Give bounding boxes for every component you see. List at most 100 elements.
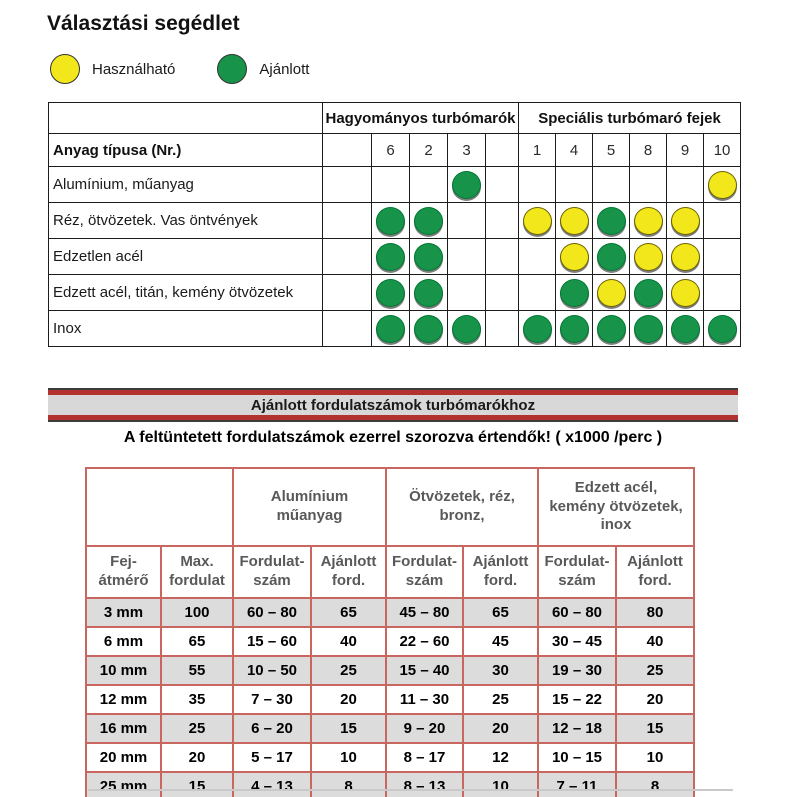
material-group-header-3: Edzett acél, kemény ötvözetek, inox	[536, 467, 696, 547]
legend-item-recommended: Ajánlott	[217, 54, 309, 84]
legend-item-usable: Használható	[50, 54, 175, 84]
banner-bottom-edge	[48, 420, 738, 422]
speed-cell: 30 – 45	[537, 626, 617, 657]
matrix-cell-5	[592, 274, 631, 311]
speed-cell: 25	[310, 655, 387, 686]
matrix-cell-3	[447, 274, 486, 311]
speed-material-groups-row: Alumínium műanyag Ötvözetek, réz, bronz, E…	[85, 467, 696, 547]
matrix-cell-8	[629, 274, 668, 311]
speed-column-header: Fordulat- szám	[537, 545, 617, 599]
speed-cell: 7 – 30	[232, 684, 312, 715]
usable-dot-icon	[670, 242, 700, 271]
separator-cell	[322, 310, 372, 347]
separator-cell	[484, 274, 520, 311]
speed-cell: 65	[310, 597, 387, 628]
multiplier-note: A feltüntetett fordulatszámok ezerrel sz…	[123, 429, 663, 446]
usable-dot-icon	[559, 206, 589, 235]
usable-dot-icon	[670, 206, 700, 235]
recommended-dot-icon	[633, 314, 663, 343]
matrix-cell-1	[518, 166, 557, 203]
speed-cell: 15 – 60	[232, 626, 312, 657]
speed-cell: 60 – 80	[537, 597, 617, 628]
matrix-cell-6	[371, 202, 410, 239]
speed-cell: 10 – 15	[537, 742, 617, 773]
speed-cell: 8 – 13	[385, 771, 464, 797]
speed-row: 3 mm 100 60 – 80 65 45 – 80 65 60 – 80 80	[85, 597, 696, 628]
matrix-cell-1	[518, 238, 557, 275]
speed-cell: 10	[462, 771, 539, 797]
speed-cell: 6 mm	[85, 626, 162, 657]
column-number-6: 6	[371, 133, 410, 167]
matrix-cell-3	[447, 166, 486, 203]
matrix-cell-4	[555, 166, 594, 203]
speed-cell: 10	[310, 742, 387, 773]
banner-title: Ajánlott fordulatszámok turbómarókhoz	[48, 395, 738, 415]
material-label: Réz, ötvözetek. Vas öntvények	[48, 202, 323, 239]
matrix-row: Edzetlen acél	[48, 238, 742, 275]
legend-label-usable: Használható	[92, 60, 176, 78]
speed-cell: 9 – 20	[385, 713, 464, 744]
separator-cell	[322, 166, 372, 203]
speed-column-header: Fordulat- szám	[232, 545, 312, 599]
matrix-cell-9	[666, 202, 705, 239]
speed-cell: 12 – 18	[537, 713, 617, 744]
recommended-dot-icon	[414, 314, 443, 343]
usable-dot-icon	[633, 206, 663, 235]
speed-cell: 4 – 13	[232, 771, 312, 797]
matrix-cell-5	[592, 166, 631, 203]
selection-matrix-table: Hagyományos turbómarók Speciális turbóma…	[48, 102, 742, 347]
recommended-dot-icon	[452, 314, 481, 343]
recommended-dot-icon	[522, 314, 552, 343]
speed-cell: 8	[310, 771, 387, 797]
banner-top-edge	[48, 388, 738, 390]
speed-cell: 16 mm	[85, 713, 162, 744]
recommended-dot-icon	[414, 278, 443, 307]
matrix-cell-4	[555, 310, 594, 347]
speed-cell: 15 – 22	[537, 684, 617, 715]
speed-cell: 40	[310, 626, 387, 657]
speed-cell: 60 – 80	[232, 597, 312, 628]
speed-cell: 7 – 11	[537, 771, 617, 797]
recommended-dot-icon	[217, 54, 248, 84]
speed-cell: 10 mm	[85, 655, 162, 686]
speed-table: Alumínium műanyag Ötvözetek, réz, bronz, E…	[85, 467, 696, 797]
recommended-dot-icon	[452, 170, 481, 199]
matrix-column-numbers-row: Anyag típusa (Nr.) 6 2 3 1 4 5 8 9 10	[48, 133, 742, 167]
speed-cell: 6 – 20	[232, 713, 312, 744]
column-number-8: 8	[629, 133, 668, 167]
speed-cell: 11 – 30	[385, 684, 464, 715]
legend: Használható Ajánlott	[50, 54, 351, 84]
recommended-dot-icon	[376, 206, 405, 235]
speed-cell: 15	[310, 713, 387, 744]
speed-row: 20 mm 20 5 – 17 10 8 – 17 12 10 – 15 10	[85, 742, 696, 773]
usable-dot-icon	[559, 242, 589, 271]
column-number-4: 4	[555, 133, 594, 167]
recommended-dot-icon	[376, 242, 405, 271]
recommended-dot-icon	[670, 314, 700, 343]
usable-dot-icon	[670, 278, 700, 307]
separator-cell	[322, 202, 372, 239]
speed-cell: 45 – 80	[385, 597, 464, 628]
material-label: Inox	[48, 310, 323, 347]
speed-cell: 25	[160, 713, 234, 744]
matrix-cell-2	[409, 238, 448, 275]
banner-top-stripe	[48, 390, 738, 395]
speed-cell: 15	[614, 713, 696, 744]
matrix-cell-2	[409, 310, 448, 347]
matrix-cell-2	[409, 166, 448, 203]
separator-cell	[484, 166, 520, 203]
matrix-cell-8	[629, 310, 668, 347]
speed-cell: 20	[310, 684, 387, 715]
speed-cell: 65	[462, 597, 539, 628]
usable-dot-icon	[522, 206, 552, 235]
matrix-cell-3	[447, 238, 486, 275]
speed-column-header: Fej- átmérő	[85, 545, 162, 599]
speed-cell: 20	[614, 684, 696, 715]
separator-cell	[484, 310, 520, 347]
matrix-cell-10	[703, 310, 742, 347]
speed-row: 10 mm 55 10 – 50 25 15 – 40 30 19 – 30 25	[85, 655, 696, 686]
matrix-cell-8	[629, 202, 668, 239]
speed-cell: 25	[462, 684, 539, 715]
recommended-dot-icon	[559, 314, 589, 343]
